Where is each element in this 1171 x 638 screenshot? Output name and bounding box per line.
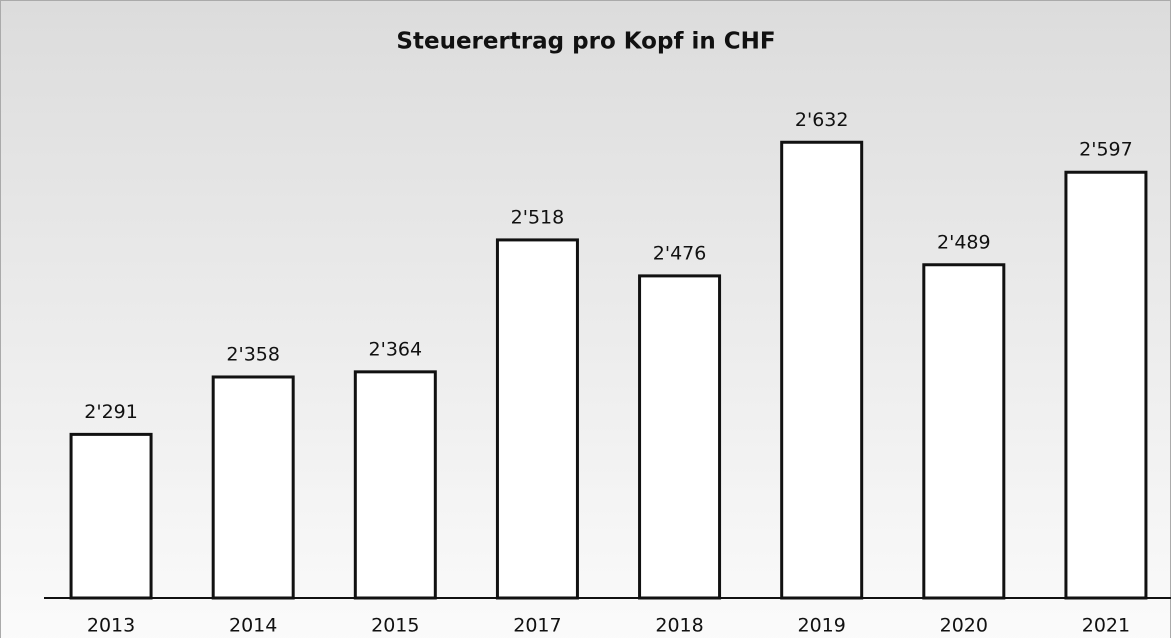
bar — [69, 432, 153, 600]
x-tick-label: 2021 — [1082, 615, 1130, 637]
x-tick-label: 2018 — [655, 615, 703, 637]
data-label: 2'597 — [1079, 139, 1133, 161]
data-label: 2'632 — [795, 109, 849, 131]
bar — [1064, 170, 1148, 600]
x-tick-label: 2015 — [371, 615, 419, 637]
bar — [353, 370, 437, 600]
chart-title: Steuerertrag pro Kopf in CHF — [396, 29, 775, 55]
bar — [922, 263, 1006, 600]
data-label: 2'518 — [511, 206, 565, 228]
x-tick-label: 2017 — [513, 615, 561, 637]
data-label: 2'476 — [653, 242, 707, 264]
data-label: 2'364 — [369, 338, 423, 360]
bar — [780, 140, 864, 600]
bar — [211, 375, 295, 600]
x-tick-label: 2020 — [940, 615, 988, 637]
x-tick-label: 2014 — [229, 615, 277, 637]
data-label: 2'358 — [226, 343, 280, 365]
bar — [495, 238, 579, 600]
bar — [638, 274, 722, 600]
x-tick-label: 2019 — [798, 615, 846, 637]
data-label: 2'291 — [84, 401, 138, 423]
x-tick-label: 2013 — [87, 615, 135, 637]
data-label: 2'489 — [937, 231, 991, 253]
